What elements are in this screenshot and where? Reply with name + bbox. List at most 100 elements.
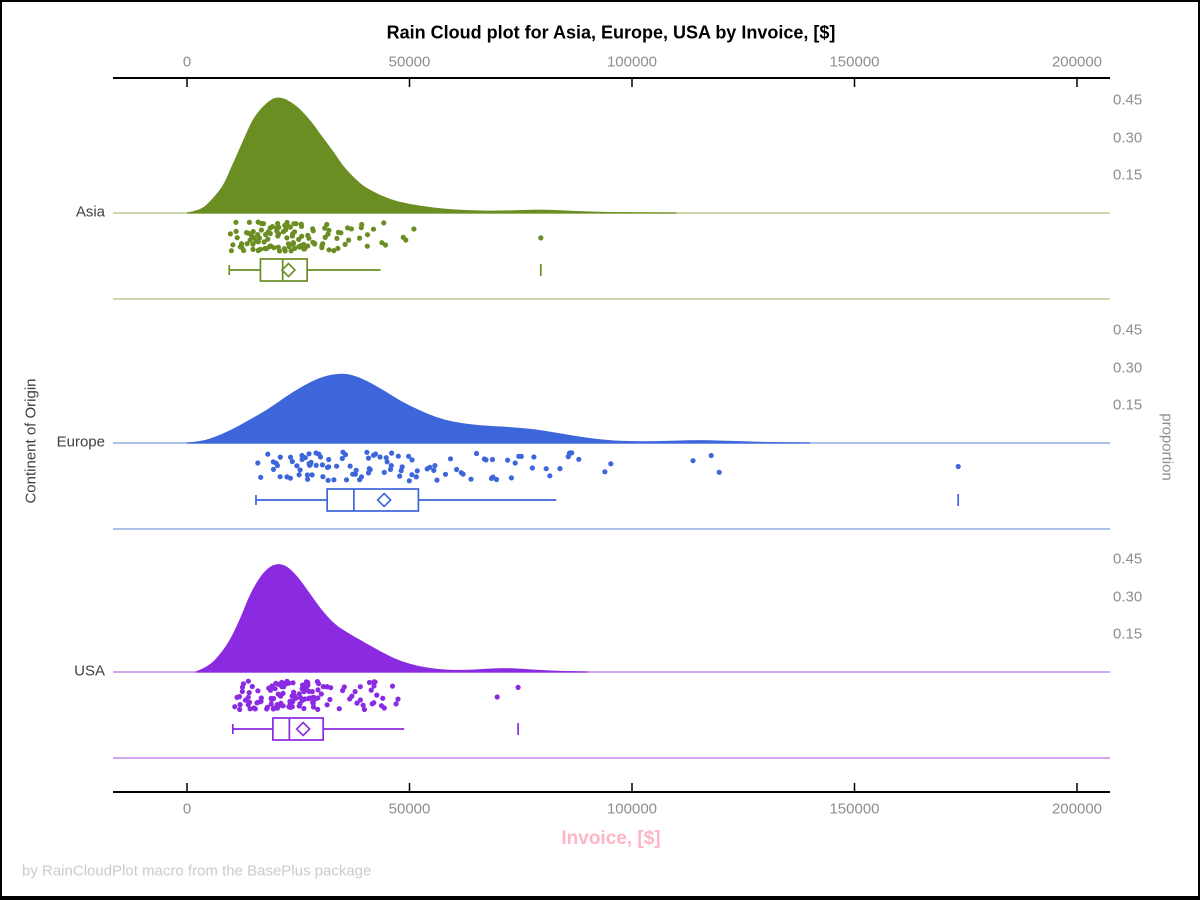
scatter-point	[251, 705, 257, 711]
scatter-point	[403, 237, 409, 243]
scatter-point	[240, 681, 246, 687]
chart-title: Rain Cloud plot for Asia, Europe, USA by…	[386, 22, 836, 43]
scatter-point	[239, 688, 245, 695]
scatter-point	[331, 248, 337, 254]
scatter-point	[380, 695, 386, 701]
scatter-point	[305, 476, 311, 482]
scatter-point	[319, 462, 325, 468]
scatter-point	[320, 241, 326, 247]
top-x-tick-label: 200000	[1051, 53, 1103, 71]
attribution-footer: by RainCloudPlot macro from the BasePlus…	[22, 862, 372, 880]
scatter-point	[265, 451, 271, 457]
bottom-x-tick-label: 0	[182, 800, 192, 818]
scatter-point	[278, 700, 284, 706]
scatter-point	[306, 688, 312, 695]
scatter-point	[328, 685, 334, 691]
scatter-point	[365, 455, 372, 461]
scatter-point	[331, 477, 337, 483]
scatter-point	[371, 683, 377, 689]
outlier-point	[716, 469, 722, 475]
scatter-point	[292, 245, 298, 251]
scatter-point	[360, 702, 366, 708]
scatter-point	[275, 220, 281, 227]
scatter-point	[326, 227, 332, 233]
scatter-point	[249, 683, 255, 690]
mean-diamond	[280, 262, 297, 278]
top-x-tick-label: 100000	[606, 53, 658, 71]
scatter-point	[310, 700, 316, 706]
scatter-point	[427, 464, 433, 470]
scatter-point	[361, 706, 367, 713]
scatter-point	[377, 454, 383, 460]
scatter-point	[374, 692, 380, 698]
scatter-point	[384, 459, 390, 465]
scatter-point	[290, 680, 296, 686]
scatter-point	[271, 695, 277, 702]
scatter-point	[232, 704, 238, 710]
scatter-point	[261, 239, 267, 245]
density-area	[195, 564, 588, 673]
scatter-point	[342, 241, 348, 247]
scatter-point	[326, 456, 332, 463]
scatter-point	[246, 690, 252, 696]
scatter-point	[326, 247, 332, 253]
scatter-point	[234, 235, 240, 241]
group-label-usa: USA	[74, 662, 105, 680]
scatter-point	[602, 469, 608, 475]
scatter-point	[308, 459, 314, 465]
proportion-tick-label: 0.30	[1113, 359, 1143, 377]
scatter-point	[313, 450, 319, 456]
scatter-point	[339, 455, 345, 462]
scatter-point	[348, 226, 354, 232]
scatter-point	[347, 463, 353, 469]
scatter-point	[287, 704, 293, 711]
scatter-point	[334, 463, 340, 469]
top-x-tick-label: 150000	[829, 53, 880, 71]
scatter-point	[381, 469, 387, 475]
scatter-point	[287, 700, 293, 706]
outlier-point	[515, 684, 521, 691]
scatter-point	[239, 244, 245, 250]
scatter-point	[350, 471, 356, 477]
outlier-point	[494, 694, 500, 700]
scatter-point	[352, 689, 358, 695]
proportion-tick-label: 0.45	[1113, 321, 1143, 339]
scatter-point	[481, 456, 487, 462]
scatter-point	[301, 705, 307, 712]
scatter-point	[277, 454, 283, 460]
scatter-point	[442, 471, 449, 477]
scatter-point	[576, 456, 582, 462]
scatter-point	[281, 246, 287, 252]
scatter-point	[305, 232, 311, 238]
bottom-x-tick-label: 100000	[606, 800, 658, 818]
scatter-point	[322, 225, 328, 231]
scatter-point	[264, 706, 270, 712]
scatter-point	[468, 476, 474, 482]
scatter-point	[318, 691, 324, 697]
scatter-point	[557, 466, 563, 472]
scatter-point	[409, 457, 415, 463]
scatter-point	[228, 248, 234, 254]
scatter-point	[529, 465, 536, 471]
scatter-point	[257, 246, 263, 252]
scatter-point	[315, 706, 321, 713]
scatter-point	[260, 221, 267, 227]
scatter-point	[460, 471, 466, 477]
bottom-x-tick-label: 200000	[1051, 800, 1103, 818]
scatter-point	[324, 702, 330, 708]
scatter-point	[340, 687, 346, 694]
scatter-point	[370, 226, 377, 232]
scatter-point	[335, 245, 341, 251]
scatter-point	[284, 219, 290, 226]
scatter-point	[245, 678, 251, 684]
scatter-point	[314, 679, 320, 685]
scatter-point	[313, 462, 319, 468]
scatter-point	[312, 240, 318, 246]
scatter-point	[286, 680, 292, 686]
scatter-point	[273, 680, 279, 686]
scatter-point	[320, 684, 326, 690]
scatter-point	[297, 701, 303, 707]
scatter-point	[298, 223, 305, 229]
mean-diamond	[376, 492, 392, 508]
